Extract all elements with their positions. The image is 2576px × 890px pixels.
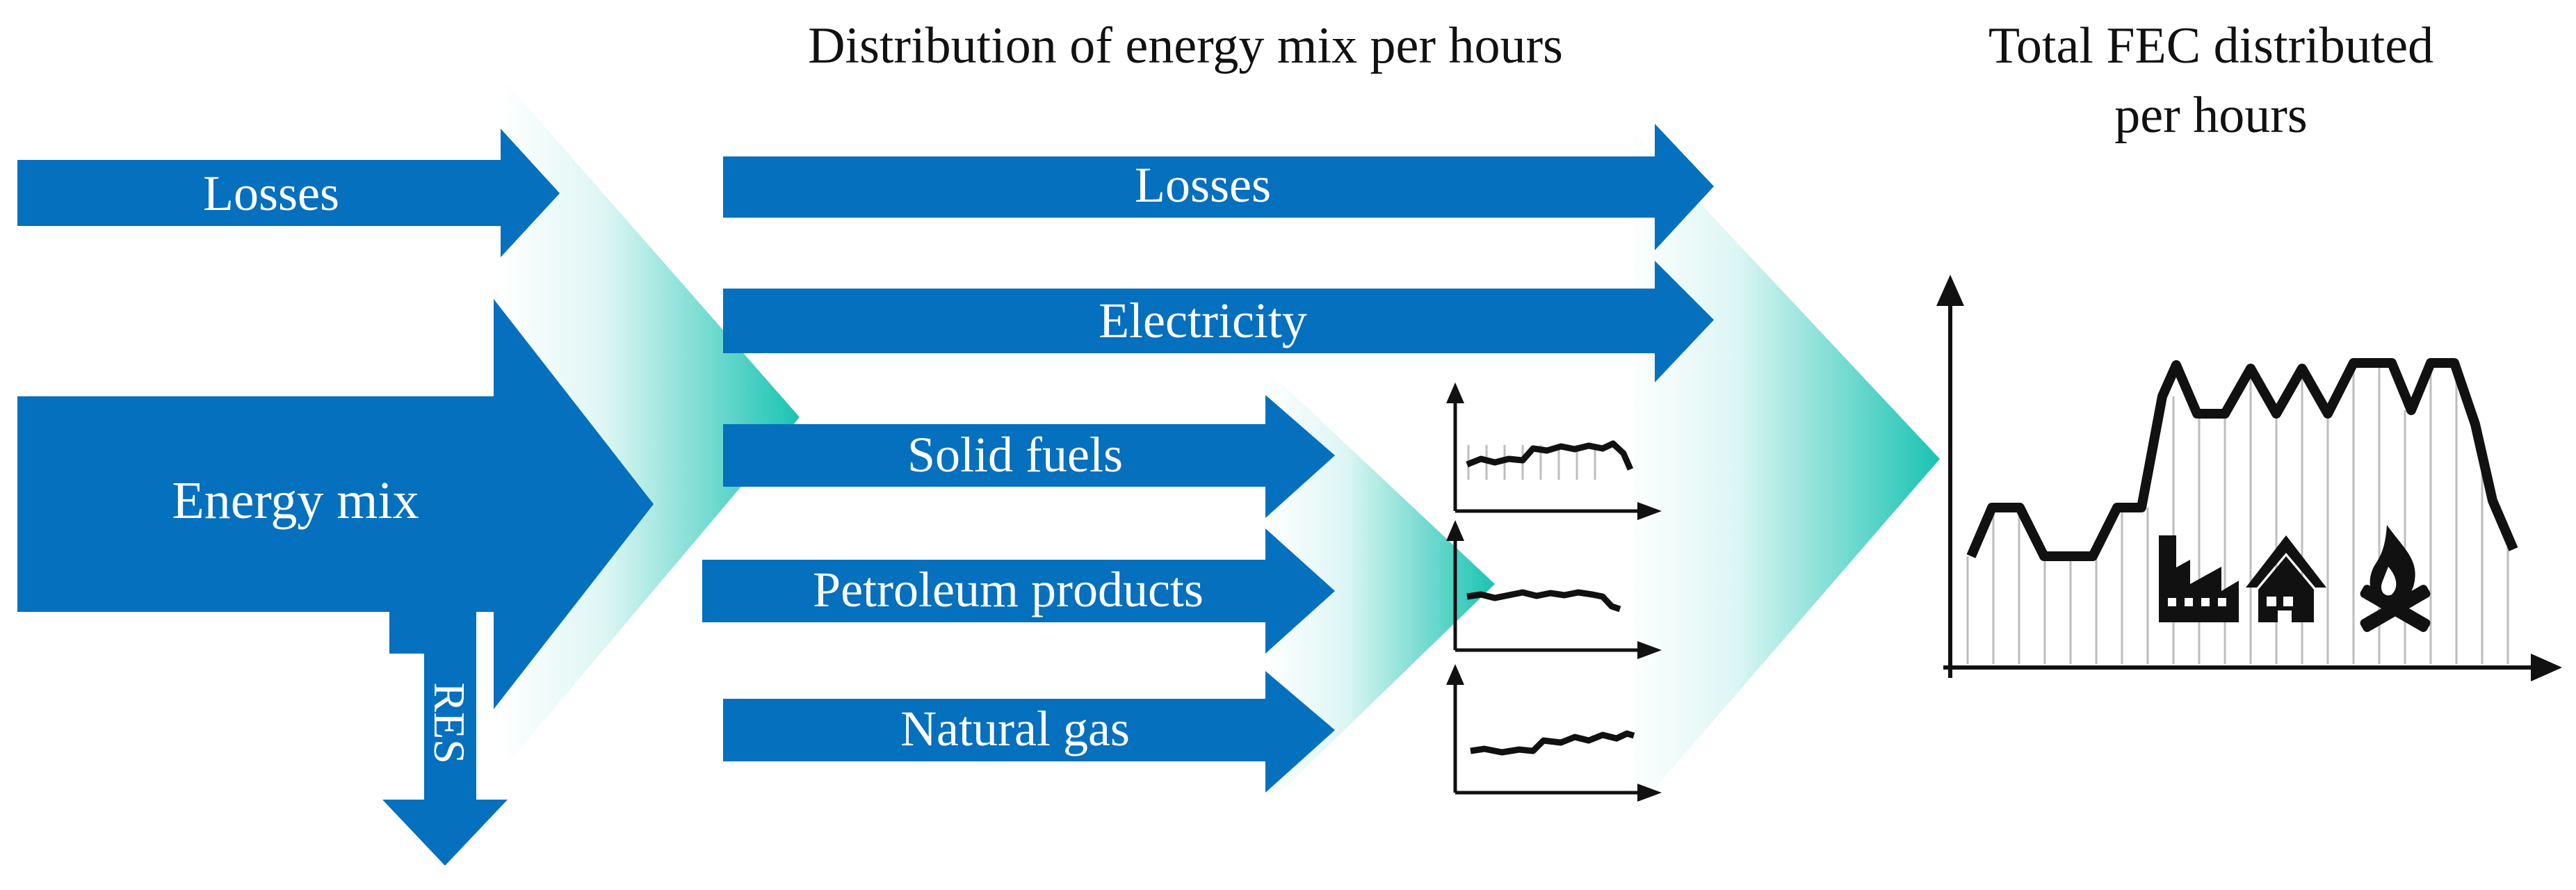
energy-mix-label: Energy mix [172, 471, 419, 530]
natural-gas-label: Natural gas [900, 701, 1130, 756]
total-fec-heading-line2: per hours [2114, 87, 2307, 144]
mini-chart-x-arrowhead [1637, 502, 1662, 520]
teal-funnel-right [1627, 125, 1940, 820]
teal-funnel-center [1265, 369, 1495, 807]
total-fec-y-arrowhead [1936, 275, 1964, 306]
mini-chart-y-arrowhead [1446, 520, 1464, 541]
mini-chart-solid-fuels [1446, 382, 1662, 520]
energy-mix-arrow [17, 299, 654, 709]
mini-chart-natural-gas [1446, 664, 1662, 802]
res-label: RES [425, 682, 474, 763]
factory-icon [2159, 535, 2239, 622]
losses-input-arrow [17, 129, 560, 257]
mini-chart-y-arrowhead [1446, 664, 1464, 685]
losses-mix-label: Losses [1135, 157, 1271, 213]
losses-mix-arrow [723, 124, 1714, 250]
losses-input-label: Losses [203, 165, 339, 221]
solid-fuels-arrow [723, 395, 1335, 518]
electricity-mix-arrow [723, 261, 1714, 382]
total-fec-hour-grid [1966, 365, 2509, 664]
mini-chart-line [1470, 730, 1635, 756]
solid-fuels-label: Solid fuels [907, 427, 1123, 483]
mini-chart-line [1466, 440, 1634, 471]
mini-chart-x-arrowhead [1637, 641, 1662, 659]
campfire-icon [2360, 525, 2431, 632]
natural-gas-arrow [723, 671, 1335, 793]
total-fec-chart [1936, 275, 2562, 681]
house-icon [2246, 535, 2326, 622]
mini-chart-petroleum-products [1446, 520, 1662, 659]
total-fec-heading-line1: Total FEC distributed [1988, 17, 2433, 74]
distribution-heading: Distribution of energy mix per hours [808, 17, 1563, 74]
petroleum-products-label: Petroleum products [813, 562, 1204, 617]
mini-chart-line [1466, 589, 1621, 613]
petroleum-products-arrow [702, 528, 1335, 654]
mini-chart-y-arrowhead [1446, 382, 1464, 403]
mini-chart-x-arrowhead [1637, 784, 1662, 802]
total-fec-x-arrowhead [2531, 654, 2562, 681]
electricity-mix-label: Electricity [1099, 293, 1307, 348]
res-arrow [382, 612, 508, 866]
total-fec-line [1966, 358, 2518, 561]
